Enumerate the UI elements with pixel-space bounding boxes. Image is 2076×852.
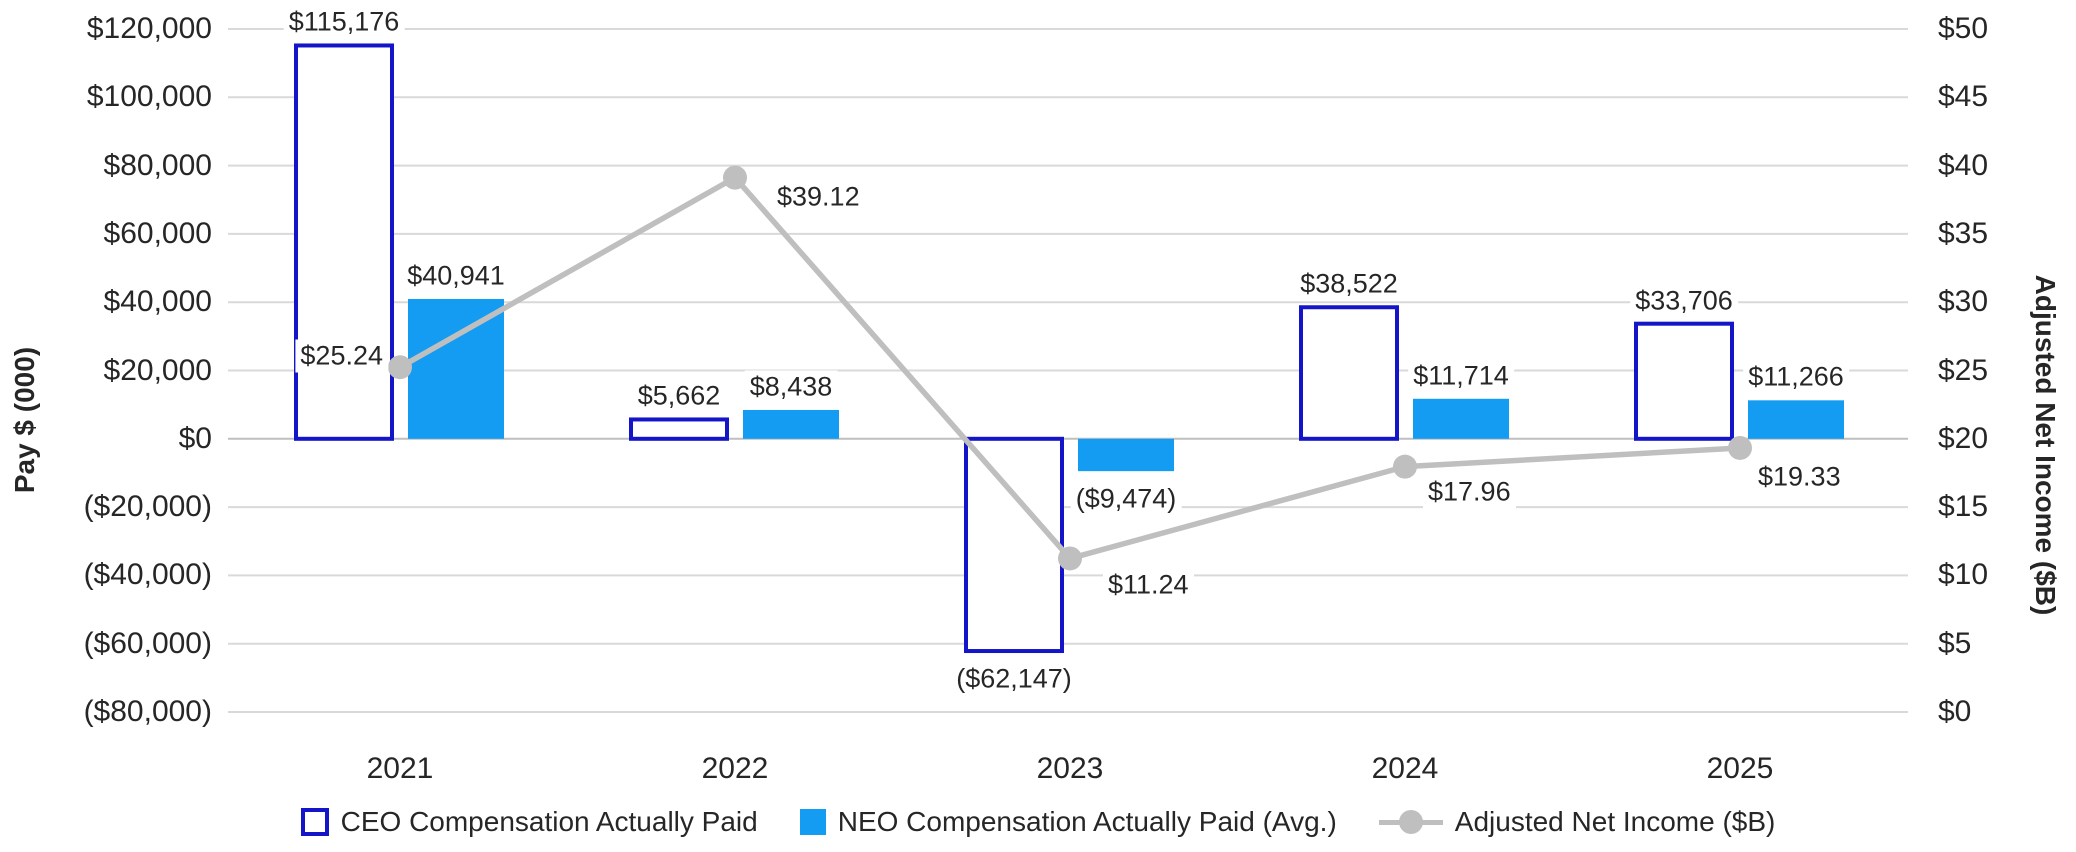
ceo-bar-label-2021: $115,176 — [283, 5, 405, 39]
right-tick: $20 — [1938, 421, 1989, 455]
right-tick: $0 — [1938, 695, 1972, 728]
left-tick: ($80,000) — [83, 695, 212, 728]
neo-bar-2025 — [1748, 400, 1844, 439]
left-tick: ($20,000) — [83, 490, 212, 524]
left-tick: $20,000 — [103, 353, 212, 387]
year-label-2021: 2021 — [366, 752, 434, 785]
neo-bar-2021 — [408, 298, 504, 439]
ceo-bar-2024 — [1299, 305, 1399, 441]
neo-bar-label-2021: $40,941 — [402, 259, 510, 293]
left-tick: $0 — [178, 421, 212, 455]
line-label-2022: $39.12 — [772, 180, 865, 214]
neo-bar-2024 — [1413, 398, 1509, 439]
year-label-2025: 2025 — [1706, 752, 1774, 785]
ceo-outlined-swatch-icon — [300, 808, 329, 836]
legend-label-ceo: CEO Compensation Actually Paid — [340, 806, 758, 837]
line-marker-2023 — [1058, 546, 1082, 571]
right-tick: $10 — [1938, 558, 1989, 592]
left-tick: $120,000 — [86, 12, 212, 45]
right-tick: $15 — [1938, 490, 1989, 524]
legend-item-neo: NEO Compensation Actually Paid (Avg.) — [799, 806, 1337, 838]
line-marker-2024 — [1393, 454, 1417, 479]
left-tick: $60,000 — [103, 216, 212, 250]
right-axis-title: Adjusted Net Income ($B) — [2030, 274, 2061, 616]
left-tick: ($40,000) — [83, 558, 212, 592]
legend-label-ani: Adjusted Net Income ($B) — [1454, 806, 1776, 837]
ceo-bar-2025 — [1634, 321, 1734, 441]
year-label-2024: 2024 — [1371, 752, 1439, 785]
right-tick: $5 — [1938, 626, 1972, 660]
year-label-2022: 2022 — [701, 752, 769, 785]
ceo-bar-2022 — [629, 417, 729, 441]
year-label-2023: 2023 — [1036, 752, 1104, 785]
right-tick: $35 — [1938, 216, 1989, 250]
line-marker-2022 — [723, 165, 747, 190]
line-marker-2025 — [1728, 435, 1752, 460]
right-tick: $30 — [1938, 285, 1989, 319]
ceo-bar-label-2023: ($62,147) — [951, 662, 1077, 696]
neo-bar-2023 — [1078, 438, 1174, 472]
right-tick: $50 — [1938, 12, 1989, 45]
neo-bar-label-2025: $11,266 — [1743, 360, 1849, 394]
left-tick: $80,000 — [103, 148, 212, 182]
ceo-bar-label-2022: $5,662 — [632, 379, 726, 413]
ceo-bar-label-2025: $33,706 — [1630, 284, 1738, 318]
line-label-2024: $17.96 — [1423, 475, 1516, 509]
left-tick: ($60,000) — [83, 626, 212, 660]
ceo-bar-label-2024: $38,522 — [1295, 267, 1403, 301]
line-marker-swatch-icon — [1378, 808, 1443, 836]
neo-bar-2022 — [743, 409, 839, 439]
line-marker-2021 — [388, 355, 412, 380]
left-tick: $100,000 — [86, 80, 212, 114]
neo-bar-label-2022: $8,438 — [744, 370, 838, 404]
legend: CEO Compensation Actually Paid NEO Compe… — [0, 806, 2076, 838]
line-label-2021: $25.24 — [295, 339, 388, 373]
left-axis-title: Pay $ (000) — [9, 346, 40, 494]
neo-solid-swatch-icon — [799, 809, 826, 835]
legend-item-ani: Adjusted Net Income ($B) — [1378, 806, 1776, 838]
line-label-2025: $19.33 — [1753, 460, 1846, 494]
neo-bar-label-2023: ($9,474) — [1070, 482, 1182, 516]
legend-label-neo: NEO Compensation Actually Paid (Avg.) — [837, 806, 1337, 837]
neo-bar-label-2024: $11,714 — [1408, 359, 1514, 393]
right-tick: $25 — [1938, 353, 1989, 387]
ceo-bar-2021 — [294, 43, 394, 441]
left-tick: $40,000 — [103, 285, 212, 319]
line-label-2023: $11.24 — [1103, 568, 1194, 602]
legend-item-ceo: CEO Compensation Actually Paid — [300, 806, 758, 838]
right-tick: $40 — [1938, 148, 1989, 182]
right-tick: $45 — [1938, 80, 1989, 114]
ceo-bar-2023 — [964, 436, 1064, 654]
